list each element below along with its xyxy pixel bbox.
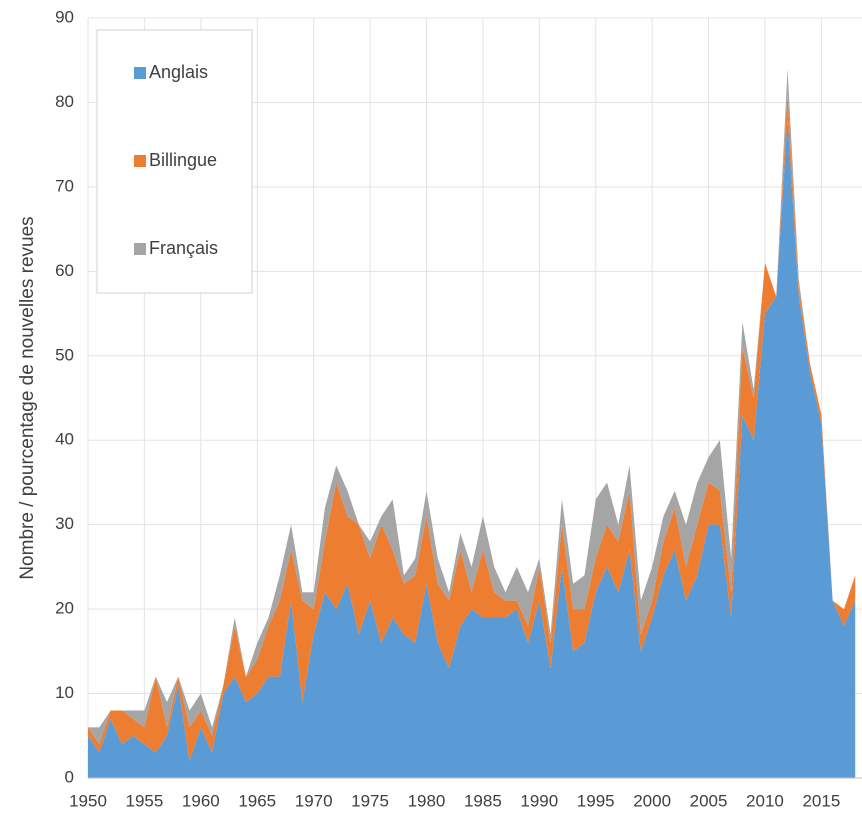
y-tick-label: 0	[65, 767, 74, 786]
legend-swatch	[134, 243, 146, 255]
legend-swatch	[134, 67, 146, 79]
y-tick-label: 20	[55, 599, 74, 618]
y-tick-label: 90	[55, 7, 74, 26]
area	[88, 68, 856, 745]
y-tick-label: 50	[55, 345, 74, 364]
x-tick-label: 2015	[802, 791, 840, 810]
x-tick-label: 1975	[351, 791, 389, 810]
y-tick-label: 60	[55, 261, 74, 280]
x-tick-label: 2010	[746, 791, 784, 810]
y-tick-label: 30	[55, 514, 74, 533]
x-tick-label: 1995	[577, 791, 615, 810]
x-tick-label: 1980	[408, 791, 446, 810]
legend-label: Anglais	[149, 62, 208, 82]
x-tick-label: 2000	[633, 791, 671, 810]
y-tick-label: 40	[55, 430, 74, 449]
x-tick-label: 1965	[238, 791, 276, 810]
y-tick-label: 80	[55, 92, 74, 111]
legend-swatch	[134, 155, 146, 167]
area	[88, 119, 856, 779]
x-tick-label: 1970	[295, 791, 333, 810]
x-tick-label: 1990	[520, 791, 558, 810]
y-axis-label: Nombre / pourcentage de nouvelles revues	[17, 216, 38, 579]
y-tick-label: 10	[55, 683, 74, 702]
legend-label: Français	[149, 238, 218, 258]
x-tick-label: 1955	[125, 791, 163, 810]
x-tick-label: 1985	[464, 791, 502, 810]
x-tick-label: 2005	[690, 791, 728, 810]
x-tick-label: 1950	[69, 791, 107, 810]
legend-label: Billingue	[149, 150, 217, 170]
y-tick-label: 70	[55, 176, 74, 195]
legend-box	[96, 29, 253, 294]
x-tick-label: 1960	[182, 791, 220, 810]
